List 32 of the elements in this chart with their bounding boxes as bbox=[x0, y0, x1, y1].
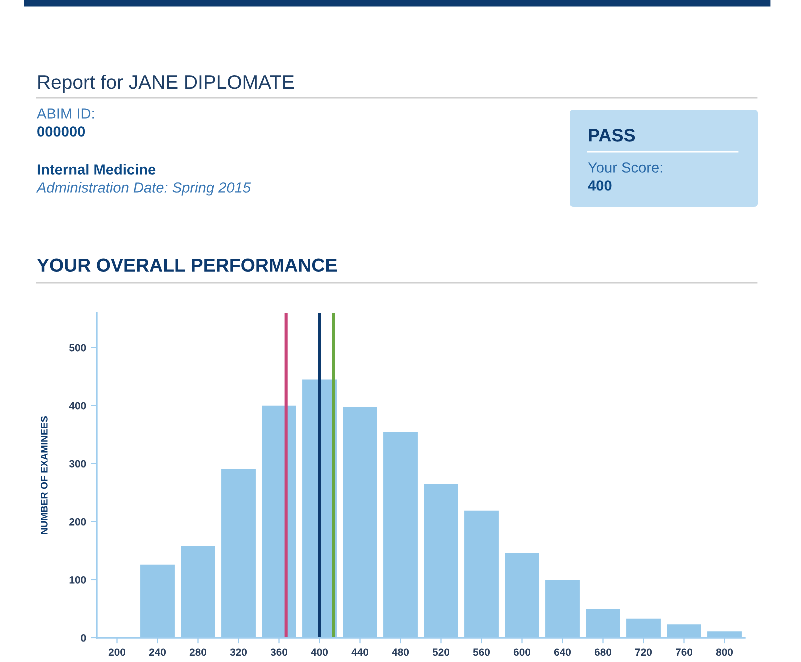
x-tick-label: 440 bbox=[352, 648, 369, 656]
x-tick-label: 320 bbox=[230, 648, 248, 656]
text: 400 bbox=[588, 180, 612, 191]
x-tick-label: 720 bbox=[636, 648, 652, 656]
x-tick-label: 400 bbox=[311, 648, 328, 656]
x-tick-label: 360 bbox=[270, 648, 288, 656]
y-tick-label: 400 bbox=[69, 402, 86, 410]
x-tick-label: 240 bbox=[149, 648, 166, 656]
y-tick-label: 200 bbox=[70, 518, 86, 526]
x-tick-label: 280 bbox=[190, 648, 207, 656]
x-tick-label: 200 bbox=[108, 648, 126, 656]
y-tick-label: 100 bbox=[70, 576, 86, 584]
x-tick-label: 600 bbox=[514, 648, 531, 656]
x-tick-label: 520 bbox=[432, 648, 450, 656]
text: Administration Date: Spring 2015 bbox=[36, 182, 252, 196]
text: Report for JANE DIPLOMATE bbox=[38, 74, 294, 94]
y-tick-label: 300 bbox=[69, 460, 86, 468]
x-tick-label: 760 bbox=[676, 648, 693, 656]
x-tick-label: 800 bbox=[716, 648, 734, 656]
text: 000000 bbox=[38, 126, 86, 137]
text: Internal Medicine bbox=[38, 164, 156, 175]
y-tick-label: 500 bbox=[70, 344, 86, 352]
x-tick-label: 640 bbox=[554, 648, 572, 656]
chart-title: YOUR OVERALL PERFORMANCE bbox=[37, 258, 337, 272]
text: PASS bbox=[589, 129, 636, 142]
text: Your Score: bbox=[588, 162, 662, 173]
text: ABIM ID: bbox=[37, 108, 94, 119]
x-tick-label: 680 bbox=[594, 648, 612, 656]
y-tick-label: 0 bbox=[81, 634, 86, 642]
x-tick-label: 480 bbox=[392, 648, 410, 656]
y-axis-title: NUMBER OF EXAMINEES bbox=[40, 416, 48, 534]
x-tick-label: 560 bbox=[473, 648, 490, 656]
